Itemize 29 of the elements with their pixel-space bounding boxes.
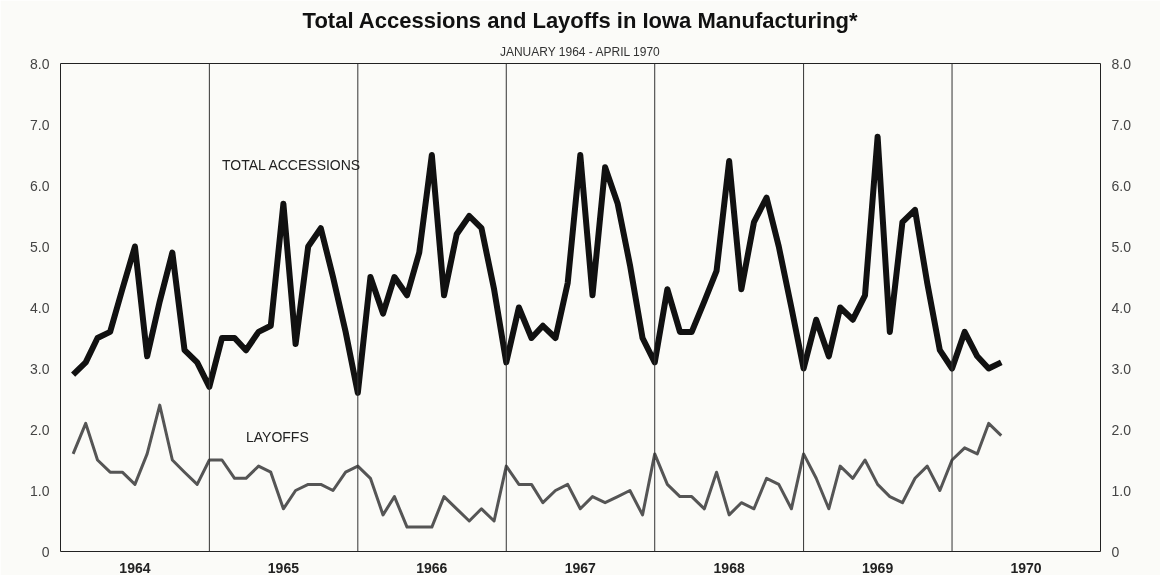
y-tick-label: 8.0 bbox=[30, 55, 50, 72]
y-tick-label: 5.0 bbox=[30, 238, 50, 255]
line-series bbox=[71, 403, 1003, 529]
y2-tick-label: 2.0 bbox=[1111, 421, 1132, 438]
y-tick-label: 6.0 bbox=[30, 177, 50, 194]
x-tick-label: 1964 bbox=[119, 559, 151, 576]
x-tick-label: 1967 bbox=[564, 559, 597, 576]
y-tick-label: 4.0 bbox=[30, 299, 50, 316]
y-tick-label: 7.0 bbox=[30, 116, 50, 133]
y2-tick-label: 6.0 bbox=[1111, 177, 1132, 194]
x-tick-label: 1969 bbox=[862, 559, 894, 576]
y2-tick-label: 8.0 bbox=[1111, 55, 1132, 72]
y2-tick-label: 3.0 bbox=[1111, 360, 1132, 377]
y2-tick-label: 4.0 bbox=[1111, 299, 1132, 316]
chart-subtitle: JANUARY 1964 - APRIL 1970 bbox=[499, 44, 661, 59]
x-tick-label: 1968 bbox=[713, 559, 745, 576]
y2-tick-label: 7.0 bbox=[1111, 116, 1132, 133]
y2-tick-label: 5.0 bbox=[1111, 238, 1132, 255]
series-label: LAYOFFS bbox=[245, 428, 309, 445]
y-tick-label: 0 bbox=[41, 543, 50, 560]
y2-tick-label: 0 bbox=[1111, 543, 1120, 560]
chart-title: Total Accessions and Layoffs in Iowa Manufacturing* bbox=[302, 7, 859, 33]
y-tick-label: 1.0 bbox=[30, 482, 50, 499]
x-tick-label: 1966 bbox=[416, 559, 448, 576]
y-tick-label: 2.0 bbox=[30, 421, 50, 438]
y2-tick-label: 1.0 bbox=[1111, 482, 1132, 499]
x-tick-label: 1965 bbox=[267, 559, 300, 576]
x-tick-label: 1970 bbox=[1010, 559, 1042, 576]
y-tick-label: 3.0 bbox=[30, 360, 50, 377]
